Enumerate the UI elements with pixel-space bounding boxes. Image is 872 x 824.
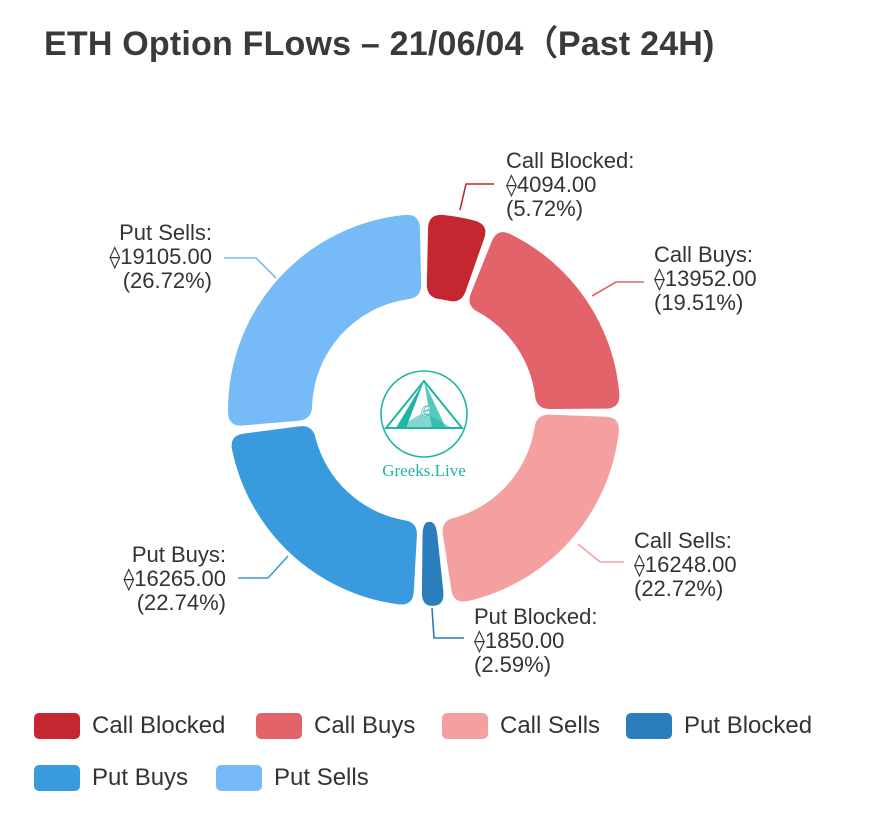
leader-line-call-buys	[591, 281, 644, 297]
logo-right-facet	[424, 381, 446, 428]
logo-left-facet	[396, 381, 424, 428]
legend-label: Call Sells	[500, 712, 601, 739]
leader-line-put-blocked	[431, 607, 464, 639]
slice-call-buys[interactable]	[469, 232, 620, 410]
legend-label: Call Buys	[314, 712, 416, 739]
slice-label-value-call-sells: ⟠16248.00	[634, 552, 737, 578]
legend-item-call-blocked[interactable]: Call Blocked	[34, 712, 225, 740]
donut-chart: Call Blocked:⟠4094.00(5.72%)Call Buys:⟠1…	[109, 148, 756, 677]
legend-item-put-blocked[interactable]: Put Blocked	[626, 712, 812, 740]
slice-label-name-call-buys: Call Buys:	[654, 242, 753, 267]
leader-lines	[224, 183, 644, 639]
legend-swatch	[216, 765, 262, 791]
slice-put-blocked[interactable]	[421, 521, 444, 606]
greeks-live-logo: e Greeks.Live	[380, 370, 468, 480]
legend-item-call-sells[interactable]: Call Sells	[442, 712, 600, 740]
legend-label: Put Sells	[274, 764, 369, 791]
leader-line-put-sells	[224, 257, 277, 279]
slice-label-value-call-buys: ⟠13952.00	[654, 266, 757, 292]
slice-label-value-put-blocked: ⟠1850.00	[474, 628, 564, 654]
slice-label-value-call-blocked: ⟠4094.00	[506, 172, 596, 198]
logo-e-glyph: e	[421, 396, 431, 421]
slice-label-percent-put-blocked: (2.59%)	[474, 652, 551, 677]
slice-label-name-put-buys: Put Buys:	[132, 542, 226, 567]
slice-label-percent-call-sells: (22.72%)	[634, 576, 723, 601]
legend-swatch	[34, 713, 80, 739]
legend-swatch	[442, 713, 488, 739]
legend-swatch	[626, 713, 672, 739]
donut-slices	[228, 214, 620, 606]
slice-label-name-put-sells: Put Sells:	[119, 220, 212, 245]
slice-put-buys[interactable]	[231, 426, 417, 605]
slice-label-name-put-blocked: Put Blocked:	[474, 604, 598, 629]
slice-call-blocked[interactable]	[426, 214, 486, 302]
logo-ring	[380, 370, 468, 458]
legend-item-put-buys[interactable]: Put Buys	[34, 764, 188, 792]
leader-line-put-buys	[238, 555, 289, 579]
slice-label-percent-call-buys: (19.51%)	[654, 290, 743, 315]
logo-text: Greeks.Live	[382, 461, 466, 480]
legend-swatch	[34, 765, 80, 791]
leader-line-call-sells	[577, 543, 624, 563]
slice-labels: Call Blocked:⟠4094.00(5.72%)Call Buys:⟠1…	[109, 148, 756, 677]
legend-label: Call Blocked	[92, 712, 226, 739]
slice-call-sells[interactable]	[442, 414, 619, 602]
legend-item-call-buys[interactable]: Call Buys	[256, 712, 415, 740]
legend-item-put-sells[interactable]: Put Sells	[216, 764, 369, 792]
slice-label-percent-put-sells: (26.72%)	[123, 268, 212, 293]
slice-label-value-put-sells: ⟠19105.00	[109, 244, 212, 270]
slice-put-sells[interactable]	[228, 214, 422, 426]
slice-label-percent-put-buys: (22.74%)	[137, 590, 226, 615]
legend-label: Put Blocked	[684, 712, 813, 739]
legend-label: Put Buys	[92, 764, 189, 791]
slice-label-value-put-buys: ⟠16265.00	[123, 566, 226, 592]
logo-base-facet	[398, 412, 452, 428]
legend-swatch	[256, 713, 302, 739]
slice-label-name-call-blocked: Call Blocked:	[506, 148, 634, 173]
leader-line-call-blocked	[459, 183, 494, 211]
chart-title: ETH Option FLows – 21/06/04（Past 24H)	[44, 25, 715, 63]
slice-label-name-call-sells: Call Sells:	[634, 528, 732, 553]
slice-label-percent-call-blocked: (5.72%)	[506, 196, 583, 221]
